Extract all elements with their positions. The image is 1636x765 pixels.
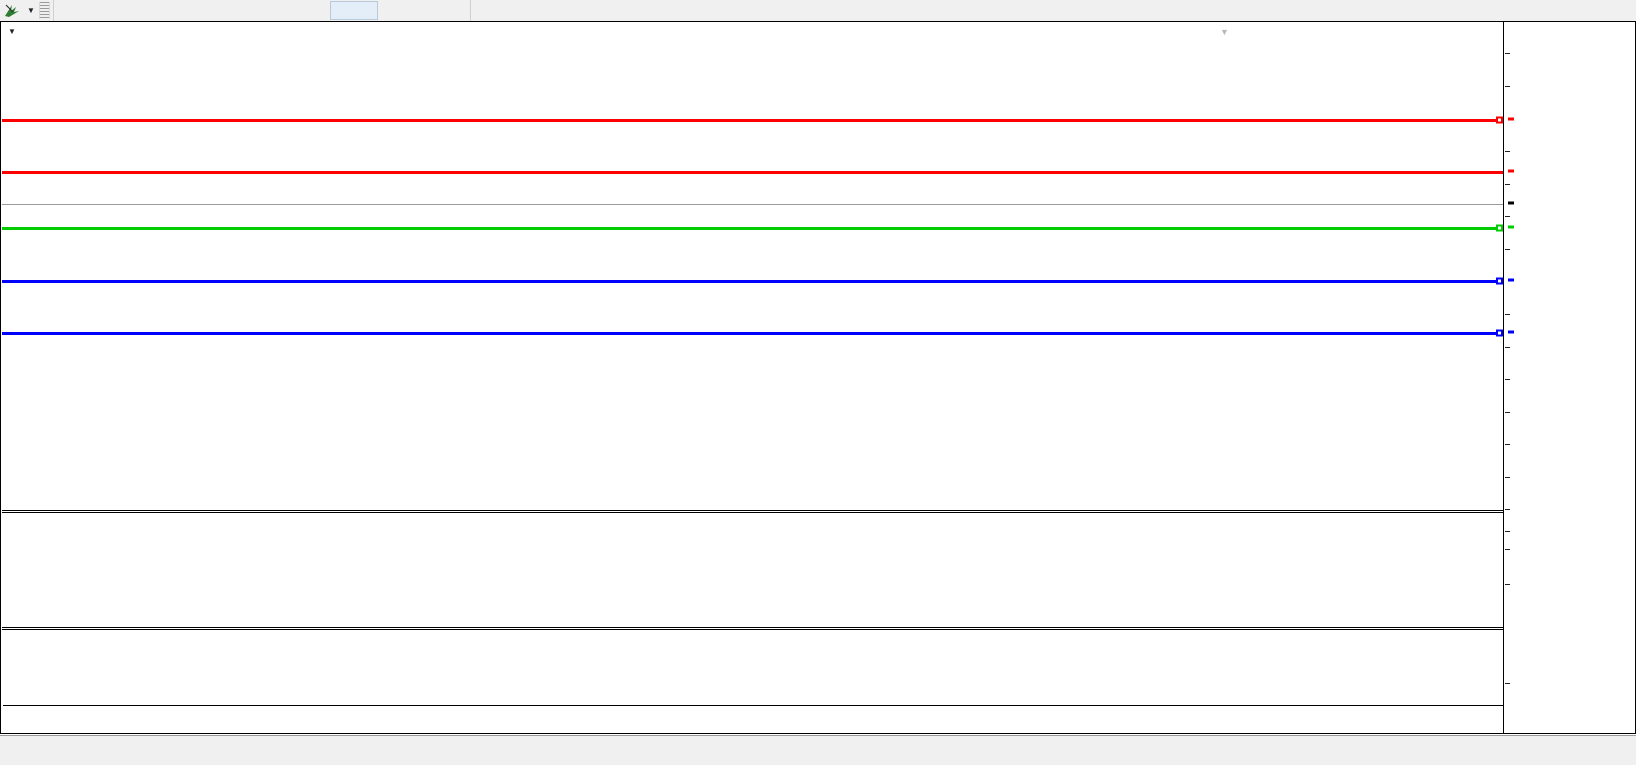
rsi-panel-divider-top2	[2, 512, 1503, 513]
timeframe-h1[interactable]	[238, 1, 284, 20]
macd-panel-divider-top2	[2, 629, 1503, 630]
price-badge-resistance-1[interactable]	[1508, 117, 1514, 121]
resistance-line-1-14047[interactable]	[2, 119, 1503, 122]
price-candlestick-plot	[2, 23, 1503, 509]
macd-panel-divider-top	[2, 627, 1503, 628]
timeframe-mn[interactable]	[424, 1, 470, 20]
support-line-1-10008[interactable]	[2, 332, 1503, 335]
resistance-line-1-14047-handle[interactable]	[1496, 116, 1503, 124]
timeframe-m5[interactable]	[100, 1, 146, 20]
price-badge-last-price[interactable]	[1508, 201, 1514, 205]
chart-scroll-caret-icon[interactable]: ▼	[1220, 27, 1229, 37]
toolbar-grip[interactable]	[39, 2, 50, 19]
support-line-1-10008-handle[interactable]	[1496, 329, 1503, 337]
timeframe-group	[53, 0, 470, 21]
price-axis[interactable]	[1503, 22, 1635, 733]
timeframe-m15[interactable]	[146, 1, 192, 20]
timeframe-h4[interactable]	[284, 1, 330, 20]
toolbar: ▼	[0, 0, 1636, 22]
support-line-1-12004[interactable]	[2, 227, 1503, 230]
chart-symbol-header: ▼	[8, 27, 21, 36]
crosshair-cursor-icon[interactable]	[0, 1, 24, 20]
last-price-line	[2, 204, 1503, 205]
support-line-1-12004-handle[interactable]	[1496, 224, 1503, 232]
chevron-down-icon[interactable]: ▼	[8, 27, 16, 36]
timeframe-m30[interactable]	[192, 1, 238, 20]
macd-subchart	[2, 630, 1503, 708]
price-badge-support-green[interactable]	[1508, 225, 1514, 229]
price-badge-support-blue-1[interactable]	[1508, 278, 1514, 282]
rsi-panel-divider-top	[2, 510, 1503, 511]
chart-area[interactable]: ▼ ▼	[0, 21, 1636, 734]
timeframe-d1[interactable]	[330, 1, 378, 20]
timeframe-w1[interactable]	[378, 1, 424, 20]
rsi-subchart	[2, 535, 1503, 631]
chart-tab-bar[interactable]	[0, 735, 1636, 765]
plot-region[interactable]: ▼ ▼	[2, 23, 1503, 732]
toolbar-dropdown-icon[interactable]: ▼	[27, 6, 35, 15]
toolbar-spacer	[470, 0, 1636, 21]
timeframe-m1[interactable]	[54, 1, 100, 20]
price-badge-resistance-2[interactable]	[1508, 169, 1514, 173]
price-badge-support-blue-2[interactable]	[1508, 330, 1514, 334]
time-axis[interactable]	[3, 705, 1503, 731]
resistance-line-1-13034[interactable]	[2, 171, 1503, 174]
support-line-1-11009-handle[interactable]	[1496, 277, 1503, 285]
support-line-1-11009[interactable]	[2, 280, 1503, 283]
